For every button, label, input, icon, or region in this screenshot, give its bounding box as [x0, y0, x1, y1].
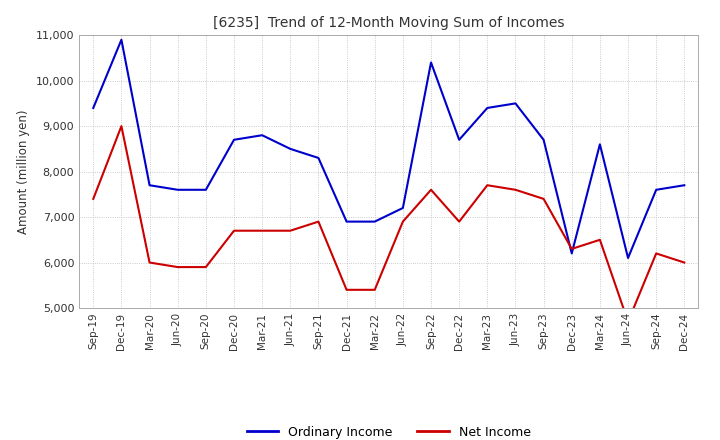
Ordinary Income	[455, 137, 464, 143]
Net Income	[174, 264, 182, 270]
Ordinary Income	[230, 137, 238, 143]
Line: Net Income: Net Income	[94, 126, 684, 322]
Net Income	[427, 187, 436, 192]
Ordinary Income	[174, 187, 182, 192]
Net Income	[680, 260, 688, 265]
Ordinary Income	[286, 146, 294, 151]
Ordinary Income	[511, 101, 520, 106]
Ordinary Income	[399, 205, 408, 211]
Net Income	[117, 124, 126, 129]
Net Income	[286, 228, 294, 233]
Ordinary Income	[342, 219, 351, 224]
Line: Ordinary Income: Ordinary Income	[94, 40, 684, 258]
Net Income	[342, 287, 351, 293]
Net Income	[455, 219, 464, 224]
Ordinary Income	[483, 105, 492, 110]
Ordinary Income	[539, 137, 548, 143]
Ordinary Income	[370, 219, 379, 224]
Ordinary Income	[258, 132, 266, 138]
Net Income	[145, 260, 154, 265]
Net Income	[314, 219, 323, 224]
Ordinary Income	[117, 37, 126, 42]
Ordinary Income	[145, 183, 154, 188]
Ordinary Income	[680, 183, 688, 188]
Net Income	[624, 319, 632, 324]
Net Income	[89, 196, 98, 202]
Net Income	[483, 183, 492, 188]
Ordinary Income	[314, 155, 323, 161]
Net Income	[652, 251, 660, 256]
Net Income	[567, 246, 576, 252]
Ordinary Income	[595, 142, 604, 147]
Net Income	[370, 287, 379, 293]
Ordinary Income	[567, 251, 576, 256]
Y-axis label: Amount (million yen): Amount (million yen)	[17, 110, 30, 234]
Net Income	[511, 187, 520, 192]
Net Income	[230, 228, 238, 233]
Net Income	[202, 264, 210, 270]
Net Income	[258, 228, 266, 233]
Net Income	[595, 237, 604, 242]
Title: [6235]  Trend of 12-Month Moving Sum of Incomes: [6235] Trend of 12-Month Moving Sum of I…	[213, 16, 564, 30]
Ordinary Income	[427, 60, 436, 65]
Ordinary Income	[89, 105, 98, 110]
Net Income	[539, 196, 548, 202]
Net Income	[399, 219, 408, 224]
Ordinary Income	[652, 187, 660, 192]
Legend: Ordinary Income, Net Income: Ordinary Income, Net Income	[242, 421, 536, 440]
Ordinary Income	[624, 255, 632, 260]
Ordinary Income	[202, 187, 210, 192]
